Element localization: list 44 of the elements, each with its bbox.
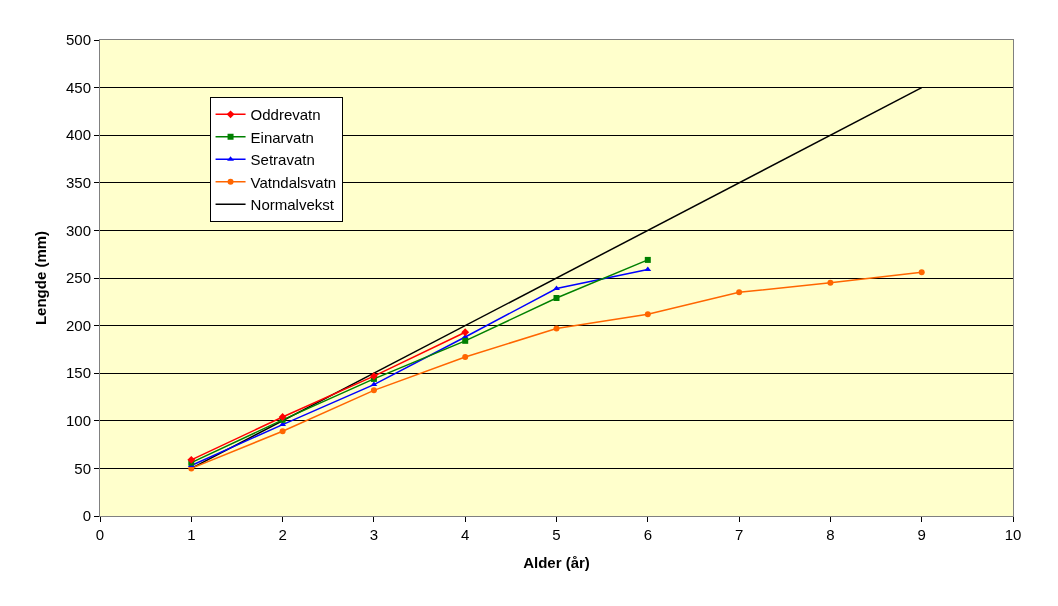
legend-label: Normalvekst <box>250 196 335 214</box>
x-tick-label: 0 <box>95 526 105 543</box>
y-tick-label: 450 <box>65 78 91 96</box>
x-tick-label: 2 <box>278 526 287 543</box>
x-tick-label: 6 <box>643 526 652 543</box>
x-tick-label: 5 <box>552 526 561 543</box>
x-tick-label: 7 <box>734 526 744 543</box>
point <box>462 337 469 344</box>
x-axis-title: Alder (år) <box>523 554 590 571</box>
y-tick-label: 150 <box>65 364 91 382</box>
y-tick-label: 200 <box>65 316 91 334</box>
x-tick-label: 9 <box>917 526 926 543</box>
y-tick-label: 100 <box>65 412 91 430</box>
point <box>370 381 378 387</box>
legend-label: Vatndalsvatn <box>250 173 337 191</box>
point <box>279 428 286 435</box>
y-tick-label: 0 <box>82 507 91 525</box>
point <box>736 289 743 296</box>
legend-label: Setravatn <box>250 151 315 169</box>
point <box>462 354 469 361</box>
x-tick-label: 8 <box>826 526 835 543</box>
y-tick-label: 350 <box>65 174 91 192</box>
point <box>827 279 834 286</box>
x-tick-label: 4 <box>461 526 470 543</box>
point <box>553 325 560 332</box>
point <box>644 311 651 318</box>
point <box>461 328 470 337</box>
y-tick-label: 500 <box>65 31 91 49</box>
point <box>370 387 377 394</box>
legend-label: Oddrevatn <box>250 106 321 124</box>
y-tick-label: 250 <box>65 269 91 287</box>
x-tick-label: 10 <box>1004 526 1022 543</box>
y-tick-label: 50 <box>74 459 91 477</box>
x-tick-label: 3 <box>369 526 379 543</box>
point <box>553 285 560 290</box>
point <box>553 294 560 301</box>
x-tick-label: 1 <box>187 526 196 543</box>
legend-label: Einarvatn <box>250 128 314 146</box>
point <box>918 269 925 276</box>
y-tick-label: 300 <box>65 221 91 239</box>
y-axis-title: Lengde (mm) <box>32 230 50 326</box>
point <box>644 256 651 263</box>
y-tick-label: 400 <box>65 126 91 144</box>
point <box>187 455 196 464</box>
